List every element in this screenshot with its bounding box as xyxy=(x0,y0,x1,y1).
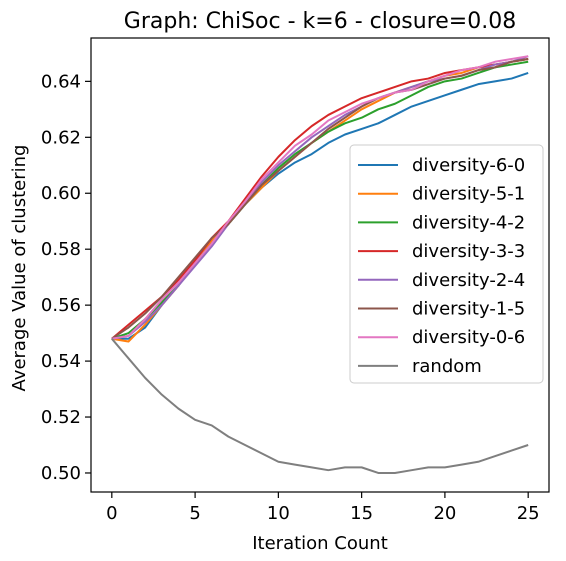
x-tick-label: 15 xyxy=(350,503,373,524)
x-ticks: 0 5 10 15 20 25 xyxy=(106,492,540,524)
x-tick-label: 20 xyxy=(433,503,456,524)
legend-label: diversity-6-0 xyxy=(412,155,525,176)
y-tick-label: 0.56 xyxy=(41,295,81,316)
chart-title: Graph: ChiSoc - k=6 - closure=0.08 xyxy=(124,9,516,34)
legend-label: diversity-0-6 xyxy=(412,327,525,348)
legend-label: diversity-3-3 xyxy=(412,241,525,262)
y-tick-label: 0.60 xyxy=(41,183,81,204)
x-tick-label: 5 xyxy=(189,503,200,524)
legend-label: diversity-2-4 xyxy=(412,270,525,291)
x-tick-label: 0 xyxy=(106,503,117,524)
y-axis-label: Average Value of clustering xyxy=(9,145,30,392)
x-tick-label: 10 xyxy=(267,503,290,524)
legend-label: random xyxy=(412,356,482,377)
legend: diversity-6-0 diversity-5-1 diversity-4-2 d… xyxy=(350,145,543,383)
legend-label: diversity-5-1 xyxy=(412,184,525,205)
x-axis-label: Iteration Count xyxy=(252,533,388,554)
y-tick-label: 0.58 xyxy=(41,239,81,260)
legend-label: diversity-4-2 xyxy=(412,212,525,233)
y-tick-label: 0.50 xyxy=(41,463,81,484)
x-tick-label: 25 xyxy=(517,503,540,524)
y-tick-label: 0.52 xyxy=(41,407,81,428)
y-tick-label: 0.62 xyxy=(41,127,81,148)
y-tick-label: 0.54 xyxy=(41,351,81,372)
y-tick-label: 0.64 xyxy=(41,71,81,92)
y-ticks: 0.50 0.52 0.54 0.56 0.58 0.60 0.62 0.64 xyxy=(41,71,91,484)
legend-label: diversity-1-5 xyxy=(412,299,525,320)
